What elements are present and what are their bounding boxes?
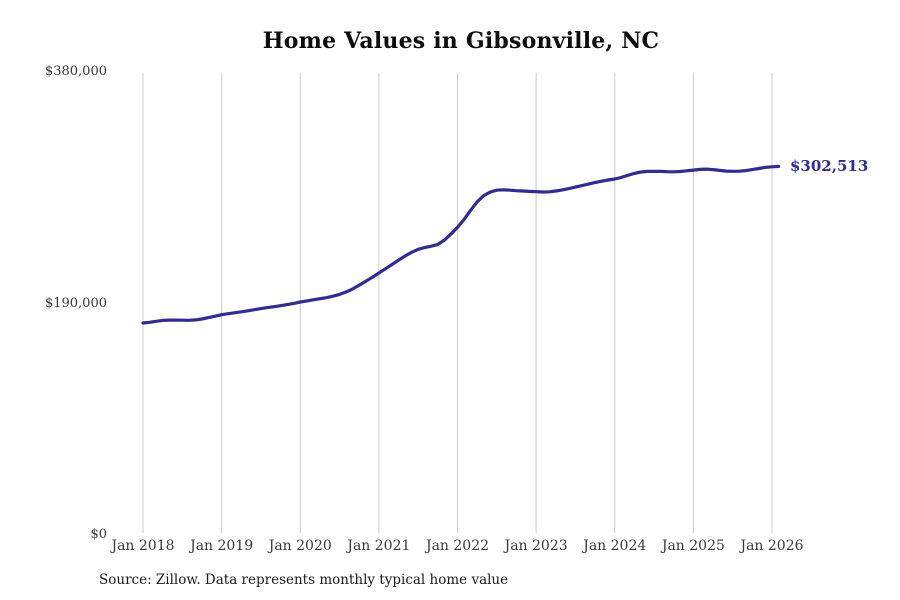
x-axis-tick-label: Jan 2024 — [583, 538, 647, 554]
x-axis-tick-label: Jan 2022 — [425, 538, 490, 554]
x-axis-tick-label: Jan 2021 — [347, 538, 411, 554]
x-axis-tick-label: Jan 2018 — [111, 538, 175, 554]
gridlines — [142, 73, 773, 533]
x-axis-tick-label: Jan 2020 — [268, 538, 332, 554]
source-note: Source: Zillow. Data represents monthly … — [99, 572, 509, 588]
y-axis-tick-label: $380,000 — [44, 64, 107, 79]
x-axis-tick-label: Jan 2019 — [190, 538, 254, 554]
y-axis-tick-label: $0 — [90, 527, 107, 542]
current-value-label: $302,513 — [790, 157, 869, 176]
x-axis-tick-label: Jan 2025 — [661, 538, 725, 554]
x-axis-tick-label: Jan 2023 — [504, 538, 568, 554]
y-axis-tick-label: $190,000 — [44, 295, 107, 311]
chart-title: Home Values in Gibsonville, NC — [262, 28, 660, 54]
x-axis-tick-label: Jan 2026 — [740, 538, 804, 554]
home-value-line — [141, 164, 781, 325]
